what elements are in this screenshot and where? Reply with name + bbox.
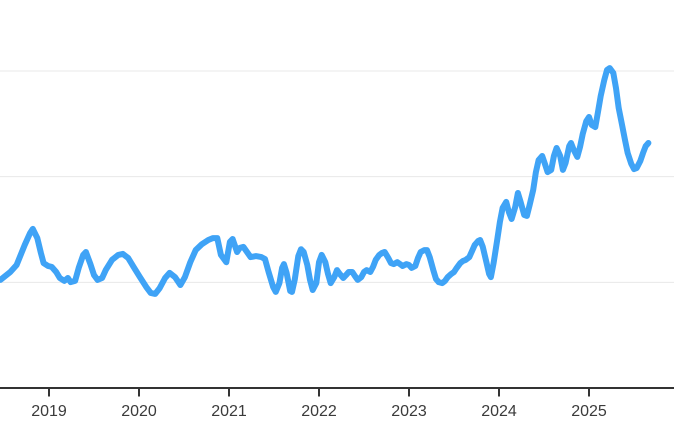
trend-line[interactable] <box>0 65 652 297</box>
